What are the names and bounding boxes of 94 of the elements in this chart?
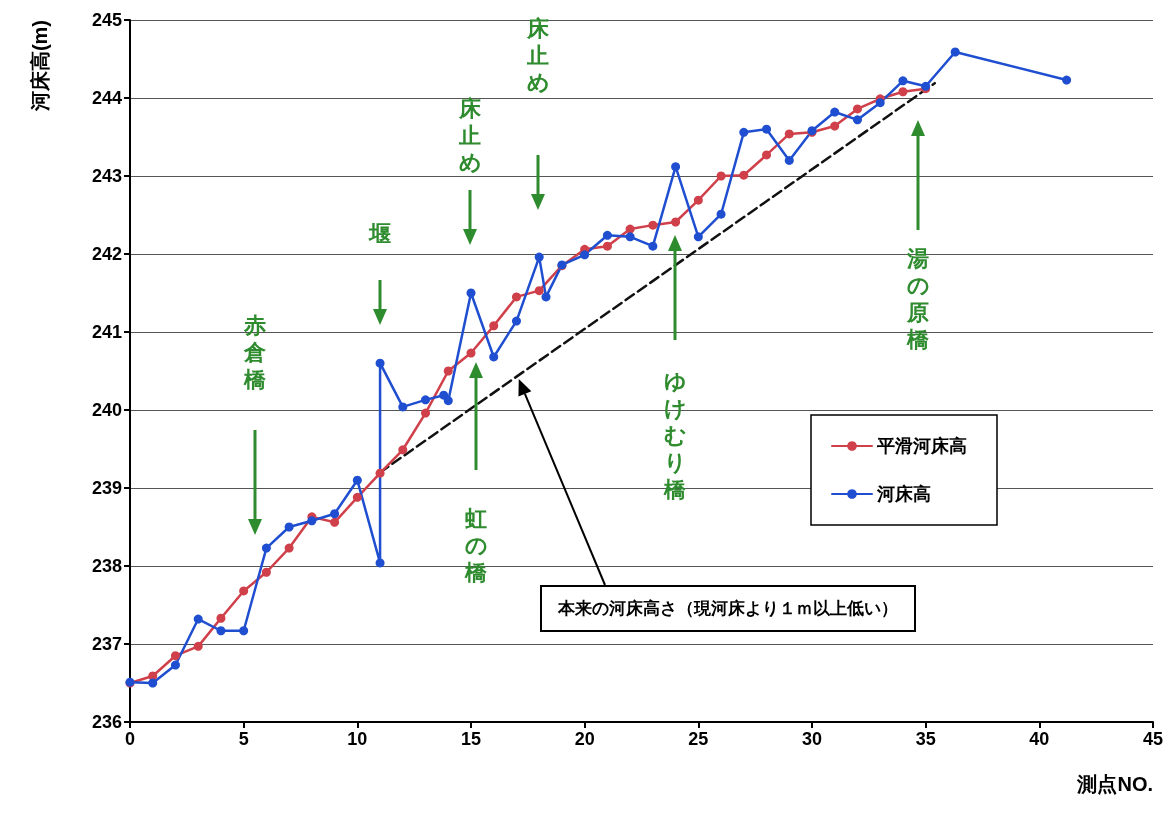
annotation: 堰 [367, 220, 392, 247]
y-tick-label: 245 [91, 10, 122, 30]
point [148, 678, 158, 688]
point [534, 286, 544, 296]
legend-label: 河床高 [876, 484, 931, 504]
point [762, 150, 772, 160]
point [784, 155, 794, 165]
point [511, 316, 521, 326]
point [421, 395, 431, 405]
point [216, 613, 226, 623]
legend-label: 平滑河床高 [876, 436, 967, 456]
point [602, 230, 612, 240]
x-tick-label: 30 [801, 729, 823, 749]
point [466, 348, 476, 358]
x-tick-label: 25 [688, 729, 709, 749]
point [739, 127, 749, 137]
point [716, 209, 726, 219]
point [239, 586, 249, 596]
x-axis-title: 測点NO. [1076, 773, 1153, 795]
point [216, 626, 226, 636]
x-tick-label: 10 [347, 729, 368, 749]
y-tick-label: 236 [91, 712, 122, 732]
x-tick-label: 5 [238, 729, 249, 749]
x-tick-label: 35 [915, 729, 936, 749]
point [330, 509, 340, 519]
annotation: 床止め [525, 15, 551, 96]
point [284, 522, 294, 532]
point [193, 614, 203, 624]
point [541, 292, 551, 302]
point [489, 321, 499, 331]
point [534, 252, 544, 262]
point [398, 445, 408, 455]
y-tick-label: 239 [91, 478, 122, 498]
y-tick-label: 242 [91, 244, 122, 264]
y-tick-label: 241 [91, 322, 122, 342]
point [170, 660, 180, 670]
point [625, 232, 635, 242]
point [261, 567, 271, 577]
point [671, 162, 681, 172]
point [852, 104, 862, 114]
x-tick-label: 40 [1029, 729, 1050, 749]
point [830, 121, 840, 131]
point [875, 98, 885, 108]
point [330, 517, 340, 527]
annotation: 赤倉橋 [242, 312, 267, 393]
point [443, 396, 453, 406]
point [352, 475, 362, 485]
point [284, 543, 294, 553]
point [898, 76, 908, 86]
point [898, 87, 908, 97]
point [466, 288, 476, 298]
x-tick-label: 45 [1142, 729, 1164, 749]
point [693, 195, 703, 205]
y-tick-label: 238 [91, 556, 122, 576]
point [830, 107, 840, 117]
point [671, 217, 681, 227]
point [352, 492, 362, 502]
point [648, 220, 658, 230]
point [193, 641, 203, 651]
point [648, 241, 658, 251]
point [784, 129, 794, 139]
point [375, 468, 385, 478]
point [421, 408, 431, 418]
x-tick-label: 0 [124, 729, 136, 749]
point [511, 292, 521, 302]
y-tick-label: 240 [91, 400, 122, 420]
point [762, 124, 772, 134]
point [443, 366, 453, 376]
point [602, 241, 612, 251]
point [375, 558, 385, 568]
y-tick-label: 244 [91, 88, 122, 108]
point [625, 224, 635, 234]
point [170, 651, 180, 661]
point [739, 170, 749, 180]
annotation: 虹の橋 [463, 505, 489, 586]
point [852, 115, 862, 125]
point [950, 47, 960, 57]
x-tick-label: 20 [574, 729, 595, 749]
point [307, 516, 317, 526]
x-tick-label: 15 [460, 729, 482, 749]
y-tick-label: 243 [91, 166, 122, 186]
point [375, 358, 385, 368]
annotation: 本来の河床高さ（現河床より１ｍ以上低い） [540, 585, 916, 632]
point [693, 232, 703, 242]
y-axis-title: 河床高(m) [29, 20, 51, 113]
point [261, 543, 271, 553]
point [239, 626, 249, 636]
point [1062, 75, 1072, 85]
annotation: 床止め [457, 95, 483, 176]
point [716, 171, 726, 181]
point [580, 250, 590, 260]
point [398, 402, 408, 412]
y-tick-label: 237 [91, 634, 122, 654]
point [489, 352, 499, 362]
